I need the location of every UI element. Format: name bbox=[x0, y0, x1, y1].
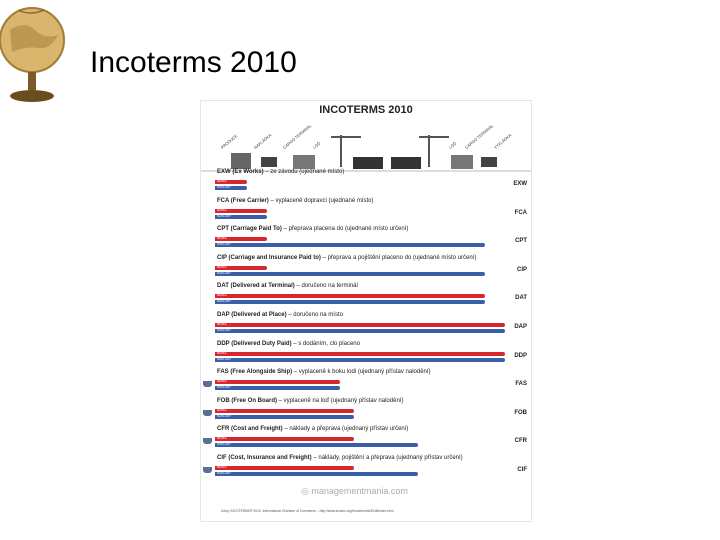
term-abbreviation: CIP bbox=[516, 266, 527, 273]
term-label: FCA (Free Carrier) – vyplaceně dopravci … bbox=[217, 197, 374, 204]
cost-bar: NÁKLADY bbox=[215, 471, 418, 476]
cost-bar: NÁKLADY bbox=[215, 385, 340, 391]
incoterm-row: FOB (Free On Board) – vyplaceně na loď (… bbox=[201, 398, 531, 426]
terminal-icon bbox=[451, 155, 473, 169]
risk-bar: RIZIKA bbox=[215, 436, 355, 442]
bar-label: NÁKLADY bbox=[217, 213, 232, 218]
term-label: FAS (Free Alongside Ship) – vyplaceně k … bbox=[217, 369, 431, 376]
cost-bar: NÁKLADY bbox=[215, 356, 505, 362]
factory-icon bbox=[231, 153, 251, 169]
truck-icon bbox=[481, 157, 497, 167]
term-abbreviation: FOB bbox=[514, 409, 527, 416]
managementmania-logo: ◎ managementmania.com bbox=[301, 486, 408, 496]
risk-bar: RIZIKA bbox=[215, 179, 247, 184]
cost-bar: NÁKLADY bbox=[215, 185, 247, 190]
slide-title: Incoterms 2010 bbox=[90, 46, 297, 79]
bar-label: NÁKLADY bbox=[217, 299, 232, 304]
risk-bar: RIZIKA bbox=[215, 350, 505, 356]
risk-bar: RIZIKA bbox=[215, 264, 268, 270]
ship-icon bbox=[203, 467, 212, 473]
term-abbreviation: EXW bbox=[513, 181, 527, 187]
incoterm-row: CFR (Cost and Freight) – náklady a přepr… bbox=[201, 426, 531, 454]
bar-label: NÁKLADY bbox=[217, 185, 232, 189]
term-abbreviation: DAT bbox=[515, 295, 527, 302]
ship-icon bbox=[203, 381, 212, 388]
risk-bar: RIZIKA bbox=[215, 207, 268, 213]
globe-icon bbox=[0, 7, 65, 102]
bar-label: RIZIKA bbox=[217, 179, 227, 183]
risk-bar: RIZIKA bbox=[215, 465, 355, 470]
term-label: DDP (Delivered Duty Paid) – s dodáním, c… bbox=[217, 340, 360, 347]
cost-bar: NÁKLADY bbox=[215, 242, 485, 248]
logo-mark-icon: ◎ bbox=[301, 486, 312, 496]
risk-bar: RIZIKA bbox=[215, 236, 268, 242]
bar-label: RIZIKA bbox=[217, 322, 227, 326]
bar-label: NÁKLADY bbox=[217, 242, 232, 247]
terminal-icon bbox=[293, 155, 315, 169]
ship-icon bbox=[353, 157, 383, 169]
bar-label: RIZIKA bbox=[217, 293, 227, 298]
bar-label: NÁKLADY bbox=[217, 442, 232, 447]
bar-label: NÁKLADY bbox=[217, 413, 232, 418]
cost-bar: NÁKLADY bbox=[215, 328, 505, 333]
bar-label: NÁKLADY bbox=[217, 328, 232, 332]
cost-bar: NÁKLADY bbox=[215, 213, 268, 219]
ship-icon bbox=[391, 157, 421, 169]
bar-label: RIZIKA bbox=[217, 350, 227, 355]
term-label: CIF (Cost, Insurance and Freight) – nákl… bbox=[217, 455, 463, 461]
bar-label: RIZIKA bbox=[217, 236, 227, 241]
incoterm-row: DDP (Delivered Duty Paid) – s dodáním, c… bbox=[201, 341, 531, 369]
risk-bar: RIZIKA bbox=[215, 379, 340, 385]
term-abbreviation: CIF bbox=[517, 467, 527, 473]
bar-label: RIZIKA bbox=[217, 379, 227, 384]
incoterm-row: DAT (Delivered at Terminal) – doručeno n… bbox=[201, 283, 531, 311]
poster-title: INCOTERMS 2010 bbox=[319, 104, 413, 116]
bar-label: NÁKLADY bbox=[217, 356, 232, 361]
term-label: CFR (Cost and Freight) – náklady a přepr… bbox=[217, 426, 409, 433]
incoterm-row: CPT (Carriage Paid To) – přeprava placen… bbox=[201, 226, 531, 254]
incoterm-row: FAS (Free Alongside Ship) – vyplaceně k … bbox=[201, 369, 531, 397]
term-abbreviation: CFR bbox=[514, 438, 527, 445]
term-label: CIP (Carriage and Insurance Paid to) – p… bbox=[217, 254, 477, 261]
cost-bar: NÁKLADY bbox=[215, 270, 485, 276]
term-abbreviation: DDP bbox=[514, 352, 527, 359]
incoterm-row: DAP (Delivered at Place) – doručeno na m… bbox=[201, 312, 531, 340]
term-abbreviation: FAS bbox=[515, 381, 527, 388]
term-abbreviation: FCA bbox=[514, 209, 527, 216]
incoterm-row: CIF (Cost, Insurance and Freight) – nákl… bbox=[201, 455, 531, 483]
logistics-chain-illustration bbox=[201, 135, 531, 172]
cost-bar: NÁKLADY bbox=[215, 413, 355, 419]
term-abbreviation: DAP bbox=[514, 324, 527, 330]
incoterm-row: CIP (Carriage and Insurance Paid to) – p… bbox=[201, 255, 531, 283]
bar-label: RIZIKA bbox=[217, 465, 227, 469]
risk-bar: RIZIKA bbox=[215, 293, 485, 299]
cost-bar: NÁKLADY bbox=[215, 442, 418, 448]
incoterms-poster: INCOTERMS 2010 PRODUCE NAKLÁDKA CARGO TERM… bbox=[200, 100, 532, 522]
source-footer: Zdroj: INCOTERMS® 2010, International Ch… bbox=[221, 509, 394, 513]
incoterm-row: FCA (Free Carrier) – vyplaceně dopravci … bbox=[201, 198, 531, 226]
ship-icon bbox=[203, 409, 212, 416]
risk-bar: RIZIKA bbox=[215, 322, 505, 327]
bar-label: RIZIKA bbox=[217, 407, 227, 412]
term-label: DAT (Delivered at Terminal) – doručeno n… bbox=[217, 283, 358, 290]
bar-label: NÁKLADY bbox=[217, 270, 232, 275]
ship-icon bbox=[203, 438, 212, 445]
bar-label: NÁKLADY bbox=[217, 385, 232, 390]
truck-icon bbox=[261, 157, 277, 167]
term-label: FOB (Free On Board) – vyplaceně na loď (… bbox=[217, 397, 404, 404]
bar-label: NÁKLADY bbox=[217, 471, 232, 475]
risk-bar: RIZIKA bbox=[215, 407, 355, 413]
term-label: DAP (Delivered at Place) – doručeno na m… bbox=[217, 312, 343, 318]
term-label: CPT (Carriage Paid To) – přeprava placen… bbox=[217, 226, 409, 233]
incoterm-row: EXW (Ex Works) – ze závodu (ujednané mís… bbox=[201, 169, 531, 197]
bar-label: RIZIKA bbox=[217, 264, 227, 269]
bar-label: RIZIKA bbox=[217, 207, 227, 212]
cost-bar: NÁKLADY bbox=[215, 299, 485, 305]
term-abbreviation: CPT bbox=[515, 238, 527, 245]
term-label: EXW (Ex Works) – ze závodu (ujednané mís… bbox=[217, 169, 345, 175]
bar-label: RIZIKA bbox=[217, 436, 227, 441]
